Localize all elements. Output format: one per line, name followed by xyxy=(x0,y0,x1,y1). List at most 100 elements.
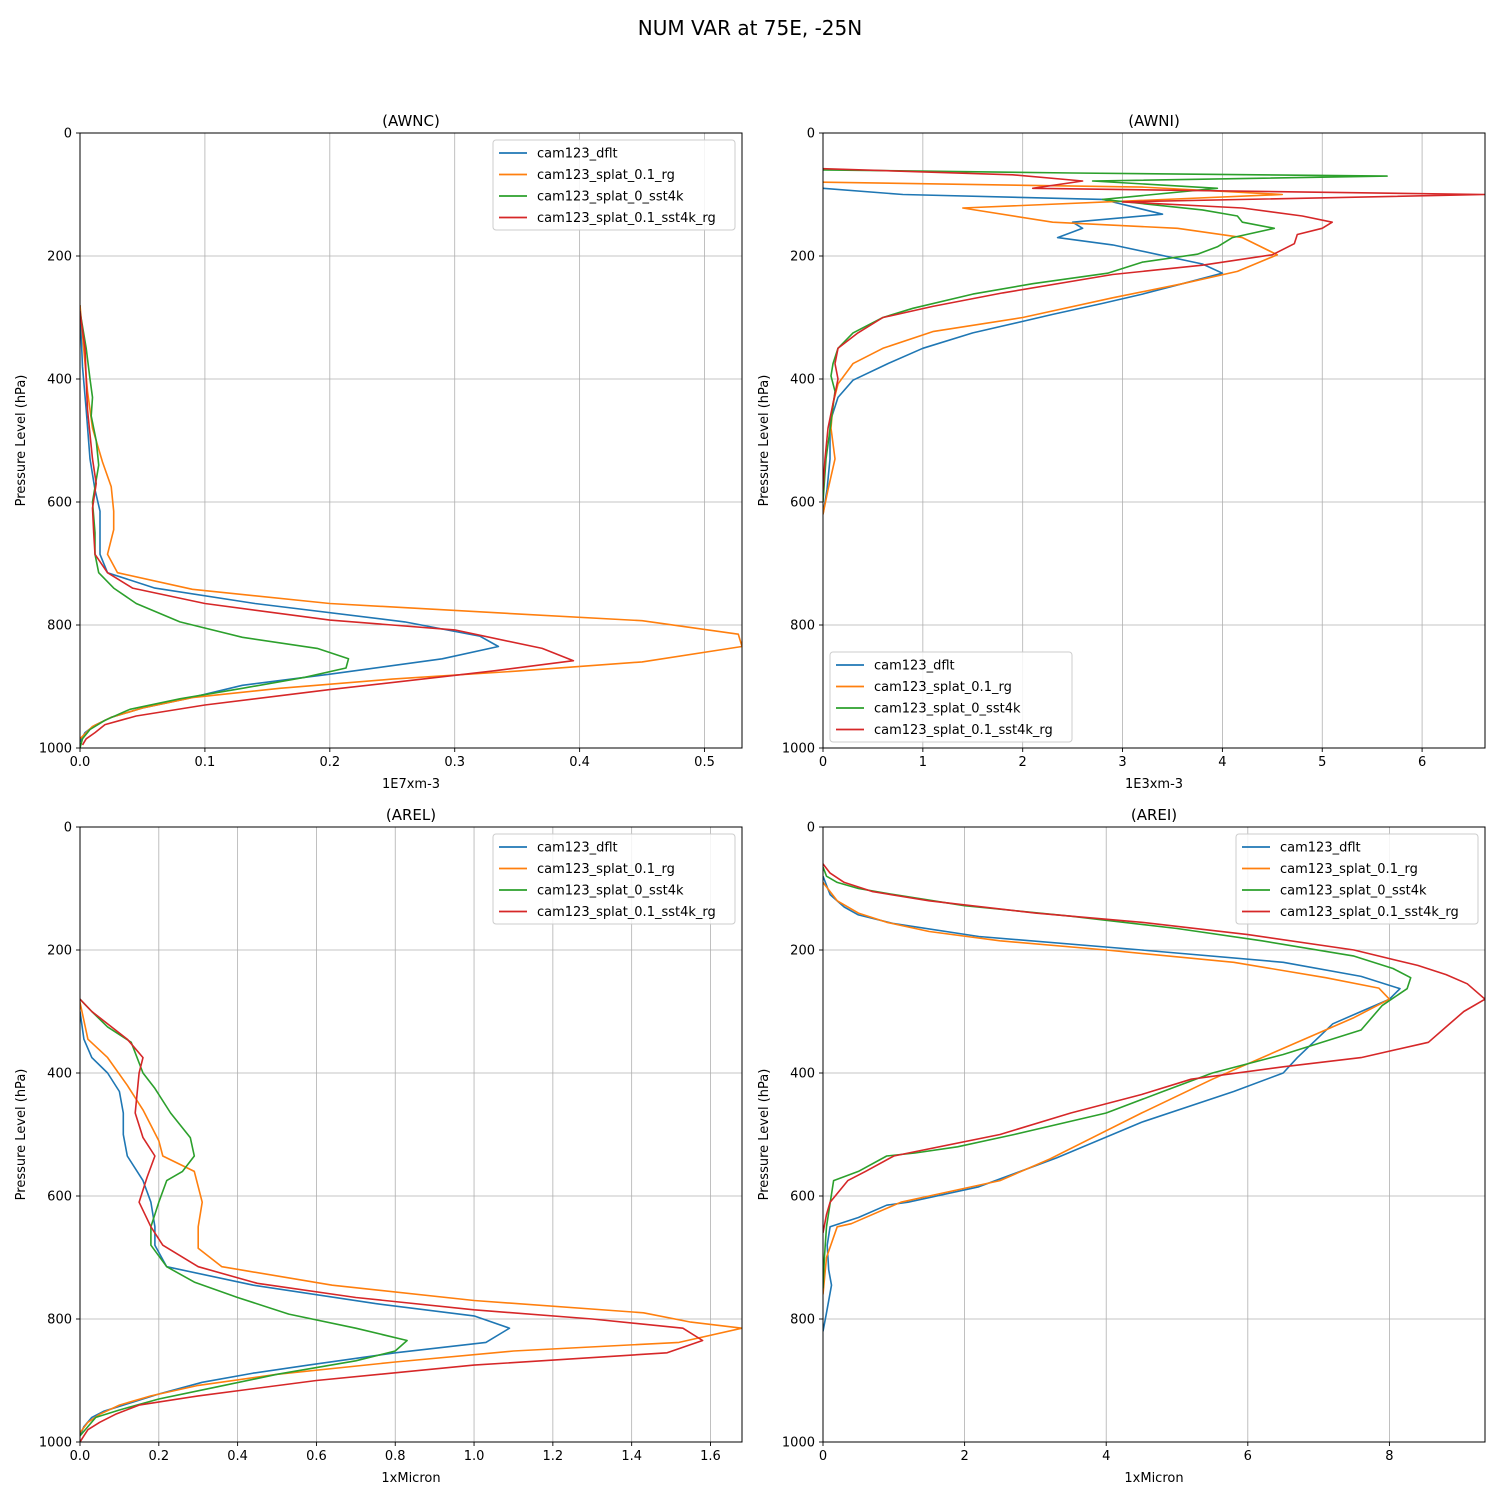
x-axis-label: 1E3xm-3 xyxy=(1125,777,1183,792)
x-tick-label: 0 xyxy=(819,755,827,770)
x-tick-label: 3 xyxy=(1118,755,1126,770)
series-line-3 xyxy=(823,866,1412,1289)
legend-box xyxy=(492,833,736,925)
x-tick-label: 1 xyxy=(919,755,927,770)
x-tick-label: 0.4 xyxy=(569,755,590,770)
legend: cam123_dflt cam123_splat_0.1_rg cam123_spl… xyxy=(492,833,736,925)
series-line-3 xyxy=(823,169,1388,503)
x-tick-label: 0.2 xyxy=(148,1449,169,1464)
x-tick-label: 6 xyxy=(1244,1449,1252,1464)
legend-label: cam123_splat_0.1_rg xyxy=(537,168,675,183)
subplot-title: (AWNC) xyxy=(382,112,440,130)
legend-label: cam123_splat_0.1_sst4k_rg xyxy=(537,211,716,226)
legend-box xyxy=(1235,833,1479,925)
x-tick-label: 1.4 xyxy=(621,1449,642,1464)
y-tick-label: 0 xyxy=(807,821,815,836)
series-line-2 xyxy=(80,1002,742,1434)
legend-label: cam123_dflt xyxy=(537,841,618,856)
legend-label: cam123_dflt xyxy=(1280,841,1361,856)
x-tick-label: 0.5 xyxy=(694,755,715,770)
y-tick-label: 0 xyxy=(64,127,72,142)
legend-label: cam123_dflt xyxy=(537,147,618,162)
series-line-3 xyxy=(80,311,350,748)
x-tick-label: 0.2 xyxy=(319,755,340,770)
figure-title: NUM VAR at 75E, -25N xyxy=(637,16,863,40)
x-tick-label: 2 xyxy=(1019,755,1027,770)
x-axis-label: 1xMicron xyxy=(381,1471,440,1486)
x-tick-label: 4 xyxy=(1102,1449,1110,1464)
x-tick-label: 6 xyxy=(1418,755,1426,770)
axes-frame xyxy=(822,826,1486,1443)
legend-label: cam123_splat_0.1_rg xyxy=(874,680,1012,695)
y-axis-label: Pressure Level (hPa) xyxy=(14,1069,29,1201)
x-tick-label: 0 xyxy=(819,1449,827,1464)
y-tick-label: 800 xyxy=(47,619,72,634)
y-tick-label: 600 xyxy=(790,1190,815,1205)
y-tick-label: 0 xyxy=(64,821,72,836)
series-line-3 xyxy=(80,998,408,1437)
legend-label: cam123_splat_0.1_rg xyxy=(1280,862,1418,877)
y-axis-label: Pressure Level (hPa) xyxy=(757,375,772,507)
y-tick-label: 1000 xyxy=(39,1436,72,1451)
x-tick-label: 4 xyxy=(1218,755,1226,770)
y-axis-label: Pressure Level (hPa) xyxy=(14,375,29,507)
legend-label: cam123_splat_0_sst4k xyxy=(537,884,684,899)
x-tick-label: 0.8 xyxy=(385,1449,406,1464)
series-line-4 xyxy=(80,998,704,1442)
y-tick-label: 400 xyxy=(790,1067,815,1082)
subplot-1: 0.0 0.1 0.2 0.3 0.4 0.5 0 200 400 600 800 1000 (AWNC… xyxy=(14,112,743,792)
y-tick-label: 1000 xyxy=(782,1436,815,1451)
series-line-4 xyxy=(823,863,1485,1234)
legend-label: cam123_splat_0_sst4k xyxy=(1280,884,1427,899)
x-tick-label: 0.6 xyxy=(306,1449,327,1464)
series-line-2 xyxy=(80,305,742,740)
legend-label: cam123_dflt xyxy=(874,659,955,674)
x-tick-label: 0.3 xyxy=(444,755,465,770)
x-axis-label: 1E7xm-3 xyxy=(382,777,440,792)
x-tick-label: 1.2 xyxy=(543,1449,564,1464)
x-tick-label: 0.1 xyxy=(195,755,216,770)
x-tick-label: 1.6 xyxy=(700,1449,721,1464)
y-tick-label: 0 xyxy=(807,127,815,142)
legend-box xyxy=(492,139,736,231)
x-tick-label: 0.0 xyxy=(70,1449,91,1464)
y-tick-label: 1000 xyxy=(39,742,72,757)
legend-box xyxy=(829,651,1073,743)
y-tick-label: 800 xyxy=(790,1313,815,1328)
y-tick-label: 400 xyxy=(47,373,72,388)
legend: cam123_dflt cam123_splat_0.1_rg cam123_spl… xyxy=(829,651,1073,743)
x-tick-label: 5 xyxy=(1318,755,1326,770)
series-line-2 xyxy=(823,881,1391,1295)
y-tick-label: 800 xyxy=(47,1313,72,1328)
legend-label: cam123_splat_0.1_rg xyxy=(537,862,675,877)
legend-label: cam123_splat_0.1_sst4k_rg xyxy=(537,905,716,920)
y-tick-label: 600 xyxy=(790,496,815,511)
x-tick-label: 0.0 xyxy=(70,755,91,770)
y-tick-label: 600 xyxy=(47,1190,72,1205)
series-line-4 xyxy=(823,167,1485,490)
x-tick-label: 2 xyxy=(960,1449,968,1464)
legend-label: cam123_splat_0.1_sst4k_rg xyxy=(874,723,1053,738)
x-tick-label: 1.0 xyxy=(464,1449,485,1464)
y-tick-label: 200 xyxy=(47,944,72,959)
subplot-title: (AREL) xyxy=(386,806,436,824)
y-tick-label: 200 xyxy=(790,250,815,265)
subplot-title: (AWNI) xyxy=(1128,112,1180,130)
y-tick-label: 200 xyxy=(47,250,72,265)
series-line-1 xyxy=(823,187,1224,515)
y-tick-label: 800 xyxy=(790,619,815,634)
series-line-2 xyxy=(823,181,1284,515)
y-tick-label: 200 xyxy=(790,944,815,959)
legend-label: cam123_splat_0.1_sst4k_rg xyxy=(1280,905,1459,920)
legend: cam123_dflt cam123_splat_0.1_rg cam123_spl… xyxy=(492,139,736,231)
x-axis-label: 1xMicron xyxy=(1124,1471,1183,1486)
legend-label: cam123_splat_0_sst4k xyxy=(874,702,1021,717)
x-tick-label: 0.4 xyxy=(227,1449,248,1464)
subplot-title: (AREI) xyxy=(1131,806,1177,824)
axes-frame xyxy=(79,132,743,749)
y-tick-label: 600 xyxy=(47,496,72,511)
x-tick-label: 8 xyxy=(1385,1449,1393,1464)
y-tick-label: 400 xyxy=(47,1067,72,1082)
y-axis-label: Pressure Level (hPa) xyxy=(757,1069,772,1201)
